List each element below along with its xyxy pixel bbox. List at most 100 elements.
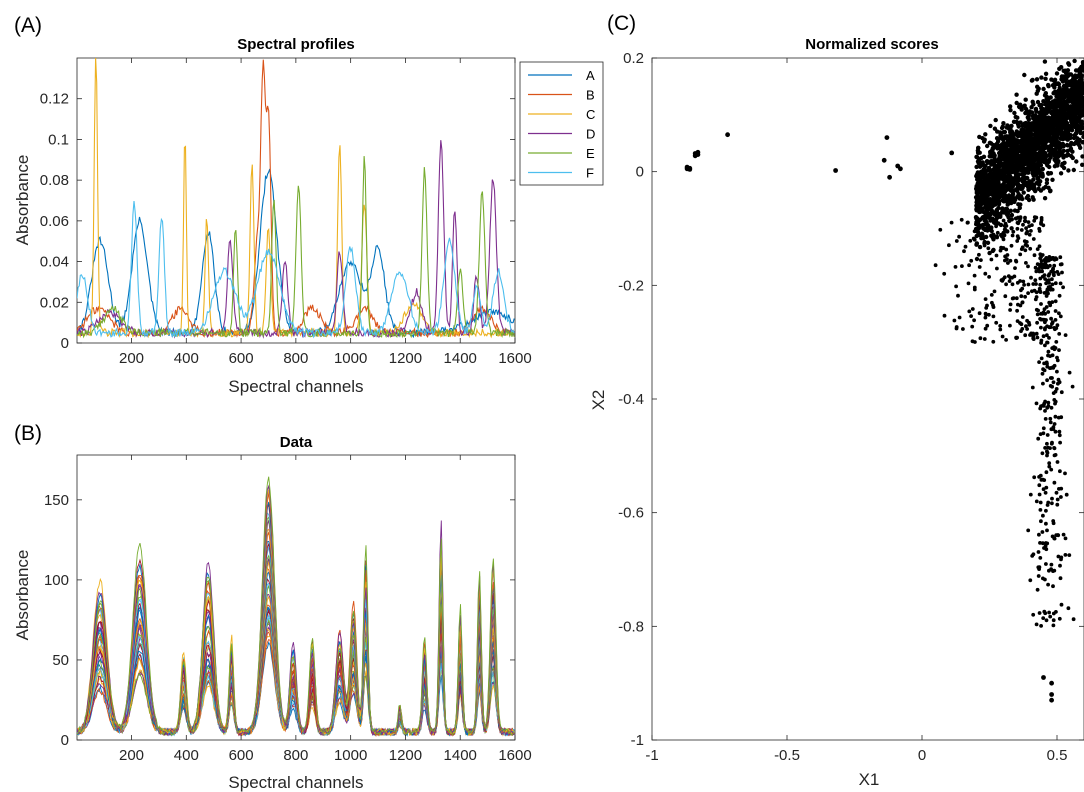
score-point — [983, 271, 988, 276]
score-point — [1038, 188, 1044, 193]
score-point — [1057, 348, 1061, 352]
score-point — [1014, 296, 1019, 301]
score-point — [1055, 460, 1060, 464]
score-point — [989, 200, 994, 205]
score-point — [1073, 115, 1079, 120]
score-point — [1001, 277, 1006, 282]
score-point — [1040, 451, 1045, 456]
score-point — [998, 171, 1003, 176]
score-point — [1011, 296, 1016, 300]
chart-spectral-profiles: Spectral profiles 200 400 600 800 1000 1200 14… — [13, 36, 604, 396]
score-point — [1035, 335, 1040, 340]
chart-c-x-axis-label: X1 — [859, 770, 880, 789]
score-point — [982, 241, 987, 246]
score-point — [1044, 485, 1049, 490]
score-point — [1069, 140, 1074, 146]
score-point — [1038, 500, 1043, 505]
score-point — [1053, 256, 1058, 260]
score-point — [1043, 311, 1047, 316]
score-point — [968, 238, 973, 243]
score-point — [1052, 263, 1057, 268]
score-point — [1044, 521, 1048, 526]
score-point — [1004, 134, 1009, 139]
score-point — [1027, 232, 1032, 237]
score-point — [1044, 177, 1050, 182]
score-point — [1079, 119, 1084, 124]
score-point — [1029, 275, 1033, 280]
score-point — [1029, 78, 1035, 83]
score-point — [1053, 281, 1058, 286]
score-point — [1058, 171, 1064, 176]
chart-b-plot-area — [76, 454, 516, 741]
score-point — [1018, 303, 1023, 308]
score-point — [1035, 320, 1039, 325]
score-point — [1009, 123, 1014, 129]
score-point — [1041, 133, 1046, 138]
score-point — [960, 264, 964, 268]
chart-a-lines — [77, 58, 515, 339]
score-point — [967, 263, 971, 268]
score-point — [1060, 161, 1065, 167]
score-point — [1046, 273, 1051, 278]
score-point — [1052, 98, 1058, 103]
score-point — [1052, 147, 1058, 152]
score-point — [983, 297, 988, 301]
score-point — [942, 271, 947, 276]
score-point — [1048, 420, 1053, 425]
score-point — [1052, 85, 1057, 90]
score-point — [1013, 114, 1018, 120]
score-point — [966, 220, 970, 225]
score-point — [1050, 346, 1055, 350]
score-point — [984, 188, 989, 194]
score-point — [1031, 237, 1036, 241]
score-point — [1002, 149, 1008, 154]
score-point — [991, 339, 996, 344]
score-point — [1044, 470, 1049, 475]
score-point — [956, 293, 960, 298]
score-point — [957, 234, 961, 239]
score-point — [1021, 190, 1026, 195]
score-point — [1010, 169, 1015, 175]
score-point — [1066, 61, 1071, 66]
score-point — [983, 180, 988, 185]
score-point — [1075, 136, 1080, 141]
score-point — [1026, 528, 1031, 533]
score-point — [1053, 399, 1058, 404]
score-point — [1059, 106, 1065, 111]
score-point — [992, 197, 997, 203]
score-point — [978, 170, 983, 175]
score-point — [1034, 401, 1039, 406]
score-point — [1043, 343, 1047, 348]
score-point — [987, 228, 992, 232]
score-point — [1064, 50, 1068, 54]
score-point — [1016, 172, 1022, 177]
score-point — [1068, 146, 1074, 151]
score-point — [1019, 157, 1024, 163]
score-point — [1012, 208, 1018, 213]
score-point — [1009, 226, 1014, 231]
score-point — [1041, 145, 1047, 150]
score-point — [1046, 145, 1051, 151]
score-point — [1048, 416, 1053, 421]
score-point — [991, 314, 996, 319]
score-point — [1044, 508, 1048, 513]
score-point — [1061, 111, 1066, 116]
score-point — [1053, 90, 1058, 95]
score-point — [1004, 338, 1008, 342]
score-point — [1047, 464, 1052, 469]
score-point — [1051, 584, 1055, 589]
score-point — [985, 159, 990, 164]
score-point — [1003, 206, 1008, 212]
score-point — [1043, 409, 1047, 413]
score-point — [1048, 131, 1053, 136]
score-point — [992, 155, 997, 160]
score-point — [1030, 554, 1035, 558]
score-point — [1039, 102, 1044, 108]
score-point — [1056, 415, 1061, 420]
score-point — [1041, 122, 1047, 127]
score-point — [1018, 252, 1023, 257]
score-point — [1007, 218, 1012, 223]
y-tick-label: 0.02 — [40, 294, 69, 311]
score-point — [1066, 168, 1071, 173]
score-point — [1003, 294, 1008, 299]
